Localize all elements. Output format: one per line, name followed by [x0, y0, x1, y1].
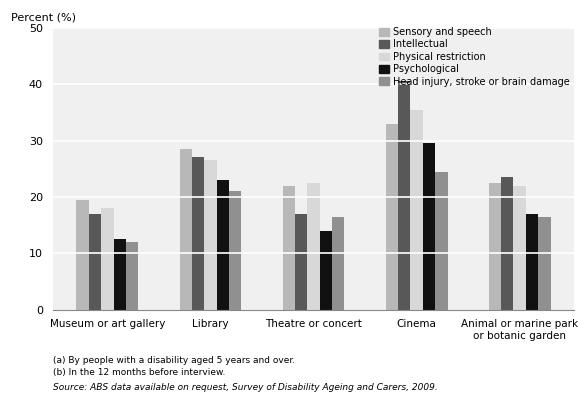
Bar	[229, 191, 241, 310]
Bar	[179, 149, 192, 310]
Bar	[217, 180, 229, 310]
Bar	[489, 183, 501, 310]
Bar	[89, 214, 101, 310]
Text: Percent (%): Percent (%)	[11, 12, 76, 22]
Bar	[501, 177, 513, 310]
Bar	[126, 242, 138, 310]
Bar	[435, 172, 448, 310]
Bar	[192, 158, 205, 310]
Bar	[307, 183, 320, 310]
Bar	[332, 217, 345, 310]
Bar	[114, 239, 126, 310]
Bar	[423, 143, 435, 310]
Bar	[295, 214, 307, 310]
Bar	[386, 123, 398, 310]
Bar	[282, 186, 295, 310]
Text: Source: ABS data available on request, Survey of Disability Ageing and Carers, 2: Source: ABS data available on request, S…	[53, 383, 438, 392]
Text: (a) By people with a disability aged 5 years and over.: (a) By people with a disability aged 5 y…	[53, 356, 295, 365]
Bar	[76, 200, 89, 310]
Legend: Sensory and speech, Intellectual, Physical restriction, Psychological, Head inju: Sensory and speech, Intellectual, Physic…	[379, 27, 570, 87]
Bar	[538, 217, 551, 310]
Bar	[205, 160, 217, 310]
Bar	[513, 186, 526, 310]
Text: (b) In the 12 months before interview.: (b) In the 12 months before interview.	[53, 368, 225, 377]
Bar	[410, 110, 423, 310]
Bar	[101, 208, 114, 310]
Bar	[320, 231, 332, 310]
Bar	[398, 81, 410, 310]
Bar	[526, 214, 538, 310]
